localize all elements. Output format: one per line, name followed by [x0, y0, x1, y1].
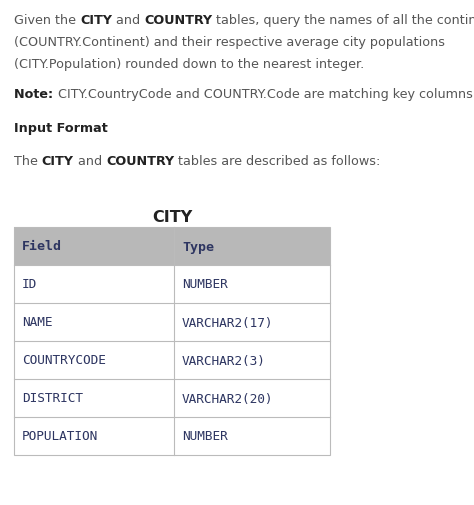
Text: CITY: CITY: [42, 155, 74, 168]
Bar: [14, 304, 330, 341]
Text: VARCHAR2(3): VARCHAR2(3): [182, 354, 266, 367]
Bar: [14, 341, 330, 379]
Text: Type: Type: [182, 240, 214, 253]
Text: DISTRICT: DISTRICT: [22, 392, 83, 405]
Text: CITY: CITY: [152, 210, 192, 225]
Bar: [14, 228, 330, 266]
Text: POPULATION: POPULATION: [22, 430, 98, 442]
Text: (CITY.Population) rounded down to the nearest integer.: (CITY.Population) rounded down to the ne…: [14, 58, 364, 71]
Text: Field: Field: [22, 240, 62, 253]
Text: NAME: NAME: [22, 316, 53, 329]
Text: tables, query the names of all the continents: tables, query the names of all the conti…: [212, 14, 474, 27]
Text: COUNTRY: COUNTRY: [144, 14, 212, 27]
Text: Note:: Note:: [14, 88, 58, 101]
Text: Given the: Given the: [14, 14, 80, 27]
Text: and: and: [112, 14, 144, 27]
Text: and: and: [74, 155, 106, 168]
Bar: [14, 379, 330, 417]
Text: NUMBER: NUMBER: [182, 430, 228, 442]
Text: VARCHAR2(17): VARCHAR2(17): [182, 316, 273, 329]
Text: ID: ID: [22, 278, 37, 291]
Text: (COUNTRY.Continent) and their respective average city populations: (COUNTRY.Continent) and their respective…: [14, 36, 445, 49]
Text: VARCHAR2(20): VARCHAR2(20): [182, 392, 273, 405]
Text: The: The: [14, 155, 42, 168]
Text: COUNTRY: COUNTRY: [106, 155, 174, 168]
Text: COUNTRYCODE: COUNTRYCODE: [22, 354, 106, 367]
Text: CITY: CITY: [80, 14, 112, 27]
Text: NUMBER: NUMBER: [182, 278, 228, 291]
Bar: [14, 417, 330, 455]
Text: CITY.CountryCode and COUNTRY.Code are matching key columns.: CITY.CountryCode and COUNTRY.Code are ma…: [58, 88, 474, 101]
Bar: [14, 266, 330, 304]
Bar: [14, 228, 330, 455]
Text: Input Format: Input Format: [14, 122, 108, 135]
Text: tables are described as follows:: tables are described as follows:: [174, 155, 381, 168]
